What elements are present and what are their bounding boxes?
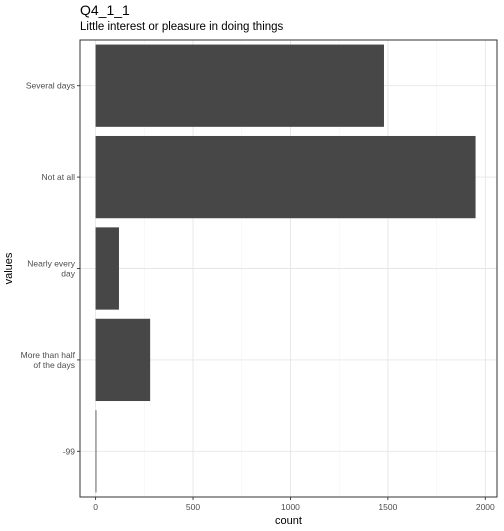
- y-tick-label: Several days: [26, 81, 75, 91]
- chart-title: Q4_1_1: [80, 2, 130, 18]
- bar: [96, 45, 384, 127]
- x-tick-label: 0: [93, 502, 98, 512]
- x-axis-title: count: [275, 515, 302, 527]
- bar: [96, 319, 151, 401]
- y-tick-label: -99: [63, 446, 76, 456]
- x-tick-label: 500: [186, 502, 200, 512]
- y-axis-title: values: [3, 252, 15, 284]
- y-tick-label: More than half of the days: [21, 350, 76, 370]
- y-tick-label: Nearly every day: [27, 259, 75, 279]
- x-tick-label: 1000: [281, 502, 300, 512]
- x-tick-label: 2000: [476, 502, 495, 512]
- chart-subtitle: Little interest or pleasure in doing thi…: [80, 21, 283, 33]
- bar: [96, 227, 119, 309]
- y-tick-label: Not at all: [41, 172, 75, 182]
- x-tick-label: 1500: [378, 502, 397, 512]
- bar: [96, 136, 476, 218]
- bar: [96, 410, 97, 492]
